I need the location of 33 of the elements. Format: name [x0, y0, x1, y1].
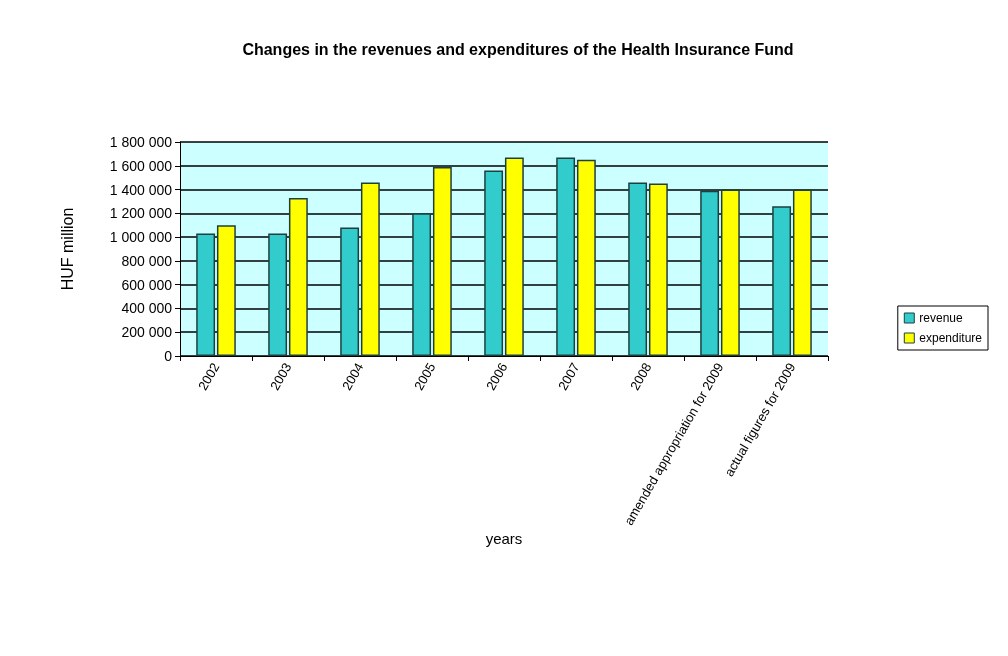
- y-tick-label: 1 800 000: [109, 134, 173, 150]
- x-axis-title: years: [485, 529, 523, 547]
- bar: [268, 233, 288, 356]
- bar: [412, 213, 432, 356]
- bar: [772, 206, 792, 356]
- y-tick-label: 600 000: [121, 276, 173, 293]
- y-tick-label: 1 200 000: [109, 205, 173, 222]
- bar: [196, 233, 216, 356]
- y-tick-label: 1 400 000: [109, 181, 173, 198]
- bar: [576, 159, 596, 356]
- bar: [432, 166, 452, 356]
- y-tick-label: 1 000 000: [109, 229, 173, 246]
- bar: [700, 190, 720, 356]
- bar: [288, 197, 308, 356]
- bar: [792, 189, 812, 356]
- bar: [216, 225, 236, 356]
- y-tick-label: 400 000: [121, 300, 173, 317]
- bar: [648, 183, 668, 356]
- chart-title: Changes in the revenues and expenditures of the Health Insurance Fund: [242, 40, 794, 58]
- legend-label: revenue: [919, 311, 963, 325]
- legend-label: expenditure: [919, 331, 983, 345]
- bar: [720, 189, 740, 356]
- bar: [360, 182, 380, 356]
- y-tick-label: 800 000: [121, 252, 173, 269]
- y-tick-label: 0: [164, 348, 173, 364]
- bar: [340, 227, 360, 356]
- bar: [484, 170, 504, 356]
- y-tick-label: 1 600 000: [109, 157, 173, 174]
- bar: [556, 157, 576, 356]
- bar: [504, 157, 524, 356]
- bar: [628, 182, 648, 356]
- y-tick-label: 200 000: [121, 324, 173, 341]
- y-axis-title: HUF million: [58, 207, 76, 291]
